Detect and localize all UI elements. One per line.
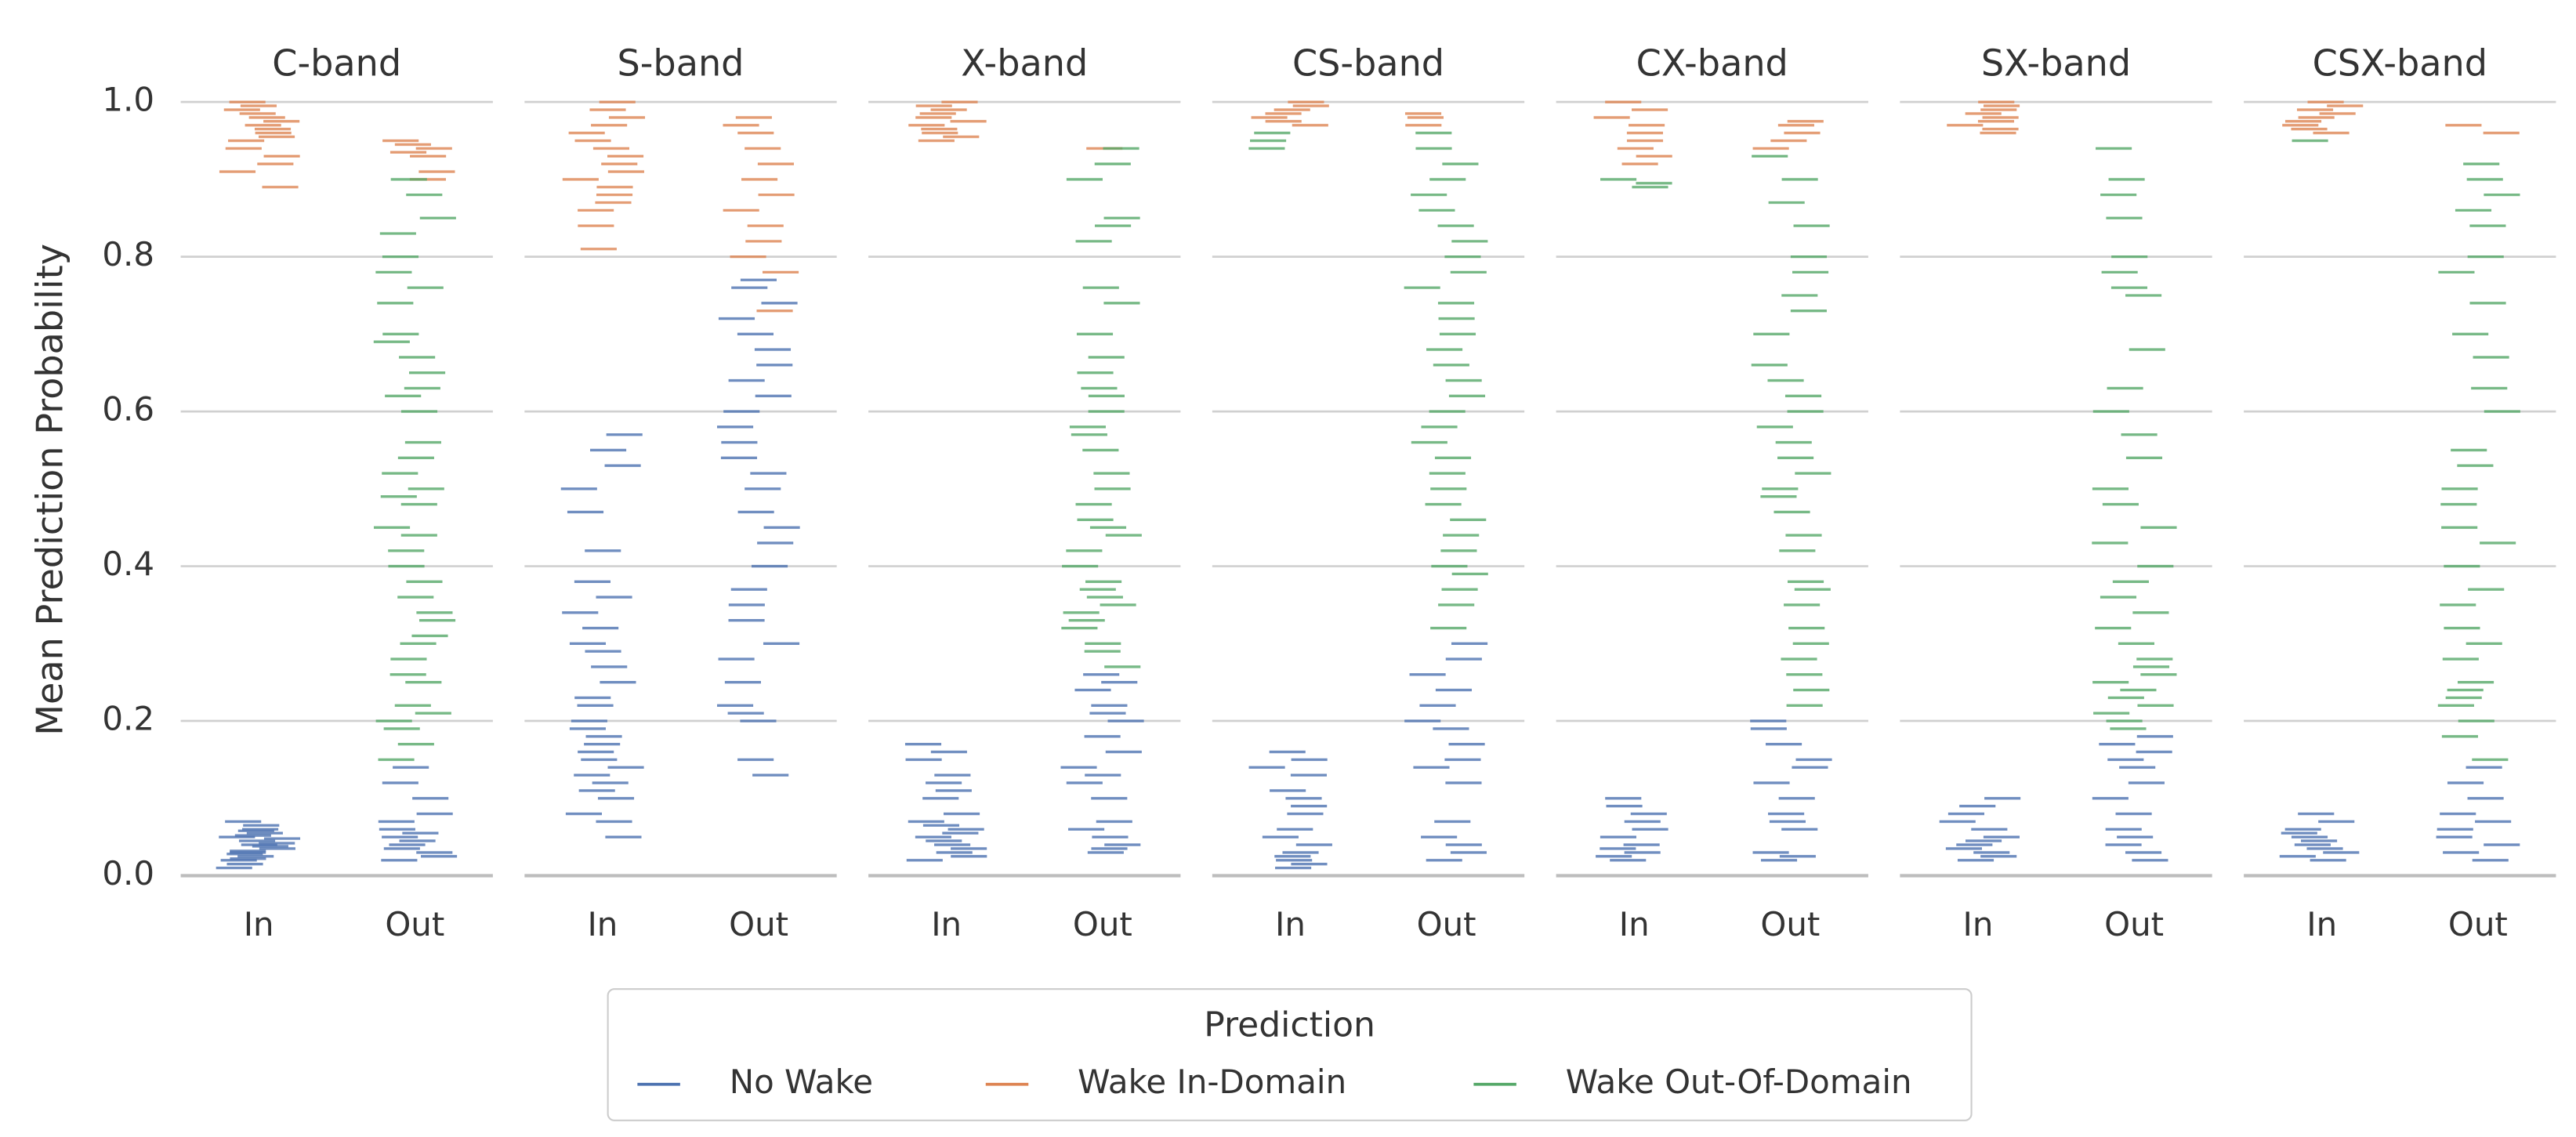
facet-title: CS-band (1292, 42, 1444, 85)
y-tick-label: 0.8 (102, 235, 154, 273)
y-tick-label: 0.0 (102, 854, 154, 893)
facet-title: C-band (272, 42, 401, 85)
x-tick-label: Out (2104, 905, 2164, 943)
x-tick-label: In (931, 905, 962, 943)
x-tick-label: Out (729, 905, 788, 943)
x-tick-label: Out (1417, 905, 1476, 943)
x-tick-label: Out (2448, 905, 2508, 943)
x-tick-label: In (1619, 905, 1650, 943)
legend-label: Wake In-Domain (1078, 1063, 1346, 1101)
x-tick-label: Out (1760, 905, 1820, 943)
facet-title: CX-band (1636, 42, 1788, 85)
legend-label: No Wake (730, 1063, 873, 1101)
legend-title: Prediction (1204, 1005, 1375, 1045)
facet-title: CSX-band (2313, 42, 2487, 85)
x-tick-label: Out (385, 905, 444, 943)
legend-box (607, 988, 1973, 1121)
x-tick-label: In (244, 905, 274, 943)
y-tick-label: 0.2 (102, 700, 154, 738)
facet-title: SX-band (1981, 42, 2131, 85)
legend-label: Wake Out-Of-Domain (1566, 1063, 1912, 1101)
x-tick-label: In (2306, 905, 2337, 943)
facet-title: S-band (618, 42, 745, 85)
y-tick-label: 0.4 (102, 545, 154, 583)
x-tick-label: In (1275, 905, 1306, 943)
x-tick-label: In (587, 905, 618, 943)
x-tick-label: In (1962, 905, 1993, 943)
y-axis-label: Mean Prediction Probability (29, 244, 71, 736)
y-tick-label: 1.0 (102, 81, 154, 119)
facet-title: X-band (961, 42, 1088, 85)
x-tick-label: Out (1073, 905, 1132, 943)
y-tick-label: 0.6 (102, 390, 154, 429)
